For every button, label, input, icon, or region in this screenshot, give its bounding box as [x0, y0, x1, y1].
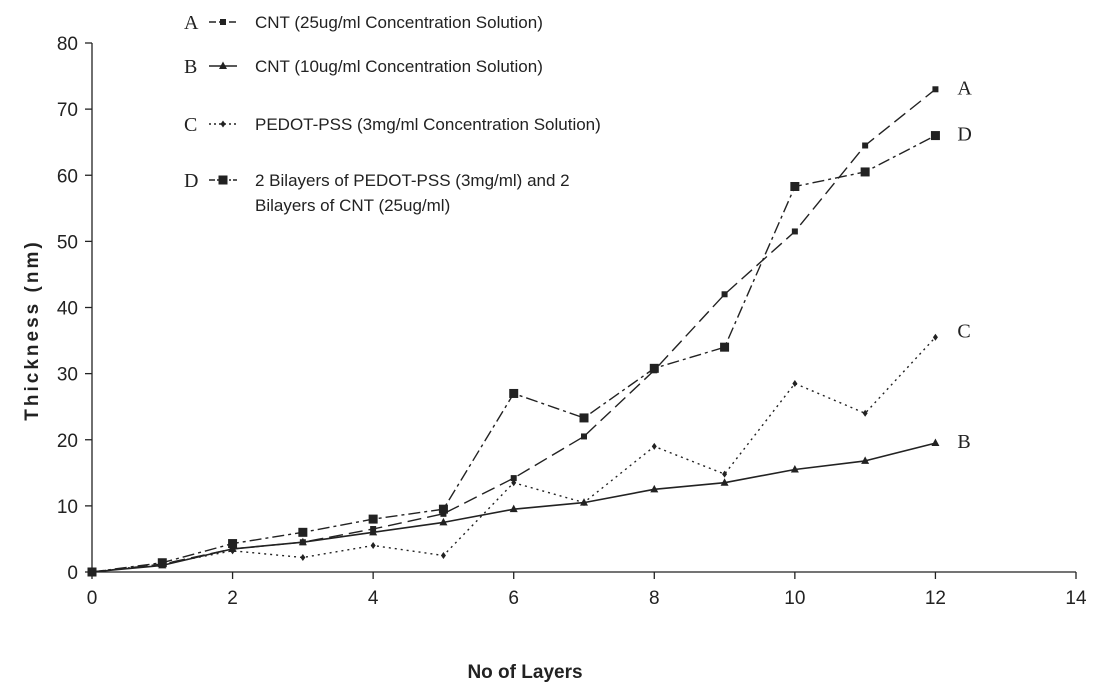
legend-letter: B — [184, 56, 197, 78]
data-point — [720, 342, 730, 352]
legend-item-A: A CNT (25ug/ml Concentration Solution) — [184, 12, 543, 34]
series-end-label: A — [957, 77, 972, 99]
series-C: C — [89, 320, 971, 576]
data-point — [157, 558, 167, 568]
data-point — [649, 363, 659, 373]
legend-item-D: D 2 Bilayers of PEDOT-PSS (3mg/ml) and 2 B… — [184, 170, 570, 215]
y-tick-label: 40 — [57, 299, 78, 320]
legend-label: CNT (10ug/ml Concentration Solution) — [255, 57, 543, 76]
x-tick-label: 6 — [508, 588, 519, 609]
data-point — [510, 475, 517, 482]
x-tick-label: 10 — [784, 588, 805, 609]
legend-label: Bilayers of CNT (25ug/ml) — [255, 196, 450, 215]
data-point — [862, 142, 869, 149]
data-point — [440, 551, 446, 559]
data-point — [439, 517, 448, 526]
data-point — [228, 539, 238, 549]
data-point — [862, 409, 868, 417]
y-tick-label: 0 — [67, 563, 78, 584]
series-end-label: C — [957, 320, 970, 342]
legend-label: 2 Bilayers of PEDOT-PSS (3mg/ml) and 2 — [255, 171, 570, 190]
series-layer: A B C D — [87, 77, 972, 577]
data-point — [861, 456, 870, 464]
data-point — [219, 61, 227, 69]
data-point — [581, 433, 587, 440]
data-point — [651, 442, 657, 450]
x-tick-label: 4 — [368, 588, 379, 609]
data-point — [721, 291, 728, 298]
x-tick-label: 14 — [1065, 588, 1087, 609]
data-point — [438, 504, 448, 514]
series-A: A — [89, 77, 972, 575]
y-tick-label: 80 — [57, 34, 78, 55]
legend-item-C: C PEDOT-PSS (3mg/ml Concentration Solutio… — [184, 114, 601, 136]
series-line-A — [91, 88, 936, 573]
data-point — [581, 499, 587, 507]
data-point — [509, 504, 518, 513]
data-point — [579, 413, 589, 423]
y-tick-label: 60 — [57, 166, 78, 187]
data-point — [792, 380, 798, 388]
data-point — [650, 484, 659, 493]
data-point — [440, 510, 447, 517]
data-point — [930, 131, 940, 141]
data-point — [722, 470, 728, 478]
axes: 0 10 20 30 40 50 60 70 80 0 2 4 6 8 10 12 14 — [57, 34, 1087, 609]
x-tick-label: 12 — [925, 588, 946, 609]
data-point — [300, 553, 306, 561]
legend: A CNT (25ug/ml Concentration Solution) B CN… — [184, 12, 601, 215]
data-point — [220, 19, 226, 25]
x-tick-label: 8 — [649, 588, 660, 609]
y-tick-label: 50 — [57, 232, 78, 253]
series-B: B — [88, 431, 971, 575]
y-tick-label: 20 — [57, 431, 78, 452]
data-point — [790, 181, 800, 191]
data-point — [218, 175, 228, 185]
data-point — [511, 479, 517, 487]
data-point — [298, 527, 308, 537]
x-tick-label: 0 — [87, 588, 98, 609]
data-point — [370, 542, 376, 550]
legend-label: CNT (25ug/ml Concentration Solution) — [255, 13, 543, 32]
data-point — [298, 537, 307, 546]
x-axis-title: No of Layers — [467, 662, 582, 683]
legend-label: PEDOT-PSS (3mg/ml Concentration Solution… — [255, 115, 601, 134]
data-point — [369, 527, 378, 536]
x-tick-label: 2 — [227, 588, 238, 609]
legend-letter: C — [184, 114, 197, 136]
legend-letter: A — [184, 12, 199, 34]
data-point — [368, 514, 378, 524]
legend-letter: D — [184, 170, 198, 192]
data-point — [720, 478, 729, 486]
data-point — [220, 120, 226, 128]
data-point — [87, 567, 97, 577]
data-point — [931, 438, 940, 447]
legend-item-B: B CNT (10ug/ml Concentration Solution) — [184, 56, 543, 78]
y-tick-label: 70 — [57, 100, 78, 121]
data-point — [932, 86, 939, 93]
data-point — [860, 167, 870, 177]
data-point — [509, 388, 519, 398]
series-end-label: B — [957, 431, 970, 453]
y-axis-title: Thickness (nm) — [22, 239, 43, 420]
data-point — [790, 465, 799, 473]
data-point — [791, 228, 798, 235]
data-point — [230, 547, 236, 555]
y-tick-label: 30 — [57, 365, 78, 386]
series-D: D — [87, 124, 972, 577]
data-point — [932, 333, 938, 341]
y-tick-label: 10 — [57, 497, 78, 518]
series-line-C — [91, 336, 936, 573]
series-end-label: D — [957, 124, 971, 146]
